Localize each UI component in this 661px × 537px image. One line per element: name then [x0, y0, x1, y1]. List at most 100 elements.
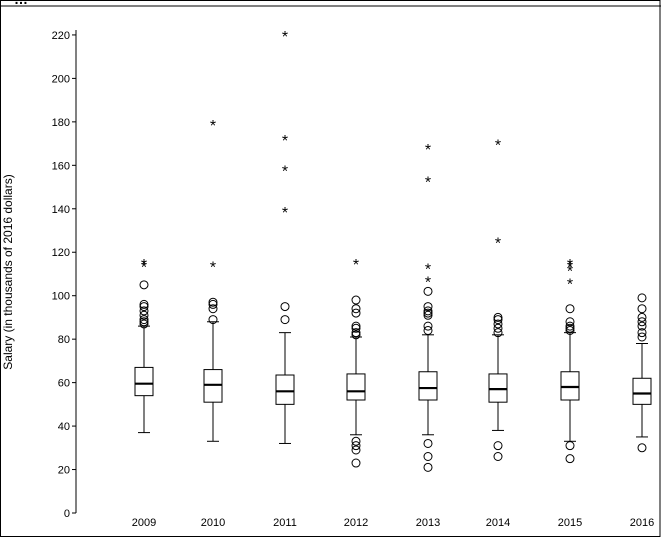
outlier-point — [637, 317, 647, 327]
extreme-point: * — [210, 259, 216, 276]
box-iqr — [632, 377, 652, 405]
extreme-point: * — [210, 118, 216, 135]
outlier-point — [565, 317, 575, 327]
x-axis: 2009 2010 2011 2012 2013 2014 2015 2016 — [132, 517, 654, 529]
outlier-point — [139, 306, 149, 316]
outlier-point — [565, 304, 575, 314]
outlier-point — [493, 315, 503, 325]
y-tick-label: 120 — [52, 247, 70, 259]
box-iqr — [134, 366, 154, 397]
outlier-point — [493, 312, 503, 322]
extreme-point: * — [353, 257, 359, 274]
x-tick-label: 2014 — [486, 517, 510, 529]
outlier-point — [351, 436, 361, 446]
outlier-point — [493, 323, 503, 333]
outlier-point — [351, 321, 361, 331]
outlier-point — [493, 328, 503, 338]
x-tick-label: 2010 — [201, 517, 225, 529]
extreme-point: * — [425, 274, 431, 291]
extreme-point: * — [282, 29, 288, 46]
extreme-point: * — [425, 175, 431, 192]
outlier-point — [208, 299, 218, 309]
box-2012: * — [346, 257, 366, 468]
extreme-point: * — [495, 235, 501, 252]
box-2016 — [632, 293, 652, 453]
y-tick-label: 0 — [64, 508, 70, 520]
outlier-point — [565, 325, 575, 335]
y-tick-label: 160 — [52, 160, 70, 172]
extreme-point: * — [425, 142, 431, 159]
y-axis-label: Salary (in thousands of 2016 dollars) — [1, 174, 15, 369]
outlier-point — [351, 304, 361, 314]
y-tick-label: 100 — [52, 291, 70, 303]
outlier-point — [637, 328, 647, 338]
outlier-point — [423, 462, 433, 472]
outlier-point — [637, 321, 647, 331]
x-tick-label: 2013 — [416, 517, 440, 529]
box-2015: **** — [560, 257, 580, 464]
outlier-point — [423, 452, 433, 462]
extreme-point: * — [282, 164, 288, 181]
box-iqr — [418, 371, 438, 401]
outlier-point — [565, 454, 575, 464]
outlier-point — [351, 328, 361, 338]
outlier-point — [637, 443, 647, 453]
outlier-point — [493, 441, 503, 451]
outlier-point — [637, 332, 647, 342]
outlier-point — [493, 452, 503, 462]
outlier-point — [351, 308, 361, 318]
extreme-point: * — [567, 257, 573, 274]
x-tick-label: 2009 — [132, 517, 156, 529]
outlier-point — [423, 308, 433, 318]
extreme-point: * — [425, 261, 431, 278]
extreme-point: * — [282, 205, 288, 222]
box-2009: ** — [134, 257, 154, 434]
extreme-point: * — [495, 138, 501, 155]
outlier-point — [351, 441, 361, 451]
box-2013: **** — [418, 142, 438, 472]
y-tick-label: 220 — [52, 30, 70, 42]
box-2014: ** — [488, 138, 508, 462]
outlier-point — [565, 321, 575, 331]
outlier-point — [423, 321, 433, 331]
y-tick-label: 80 — [58, 334, 70, 346]
outlier-point — [351, 330, 361, 340]
y-tick-label: 200 — [52, 73, 70, 85]
box-2010: ** — [203, 118, 223, 442]
outlier-point — [139, 280, 149, 290]
extreme-point: * — [567, 264, 573, 281]
outlier-point — [423, 310, 433, 320]
boxes-group: ** ***************** — [134, 29, 652, 472]
outlier-point — [139, 319, 149, 329]
outlier-point — [637, 304, 647, 314]
outlier-point — [351, 445, 361, 455]
outlier-point — [280, 302, 290, 312]
y-tick-label: 180 — [52, 117, 70, 129]
outlier-point — [565, 441, 575, 451]
outlier-point — [423, 306, 433, 316]
extreme-point: * — [567, 259, 573, 276]
outlier-point — [280, 315, 290, 325]
outlier-point — [208, 304, 218, 314]
y-tick-label: 40 — [58, 421, 70, 433]
outlier-point — [208, 315, 218, 325]
outlier-point — [139, 302, 149, 312]
outlier-point — [423, 325, 433, 335]
outlier-point — [423, 438, 433, 448]
outlier-point — [423, 302, 433, 312]
outlier-point — [351, 323, 361, 333]
outlier-point — [139, 299, 149, 309]
box-iqr — [346, 373, 366, 401]
outlier-point — [139, 315, 149, 325]
outlier-point — [637, 312, 647, 322]
box-iqr — [275, 374, 295, 405]
outlier-point — [351, 295, 361, 305]
x-tick-label: 2015 — [558, 517, 582, 529]
y-axis: 0 20 40 60 80 100 120 140 160 180 200 220 — [52, 30, 76, 520]
extreme-point: * — [141, 257, 147, 274]
outlier-point — [139, 317, 149, 327]
chart-header-title: … — [14, 0, 28, 6]
